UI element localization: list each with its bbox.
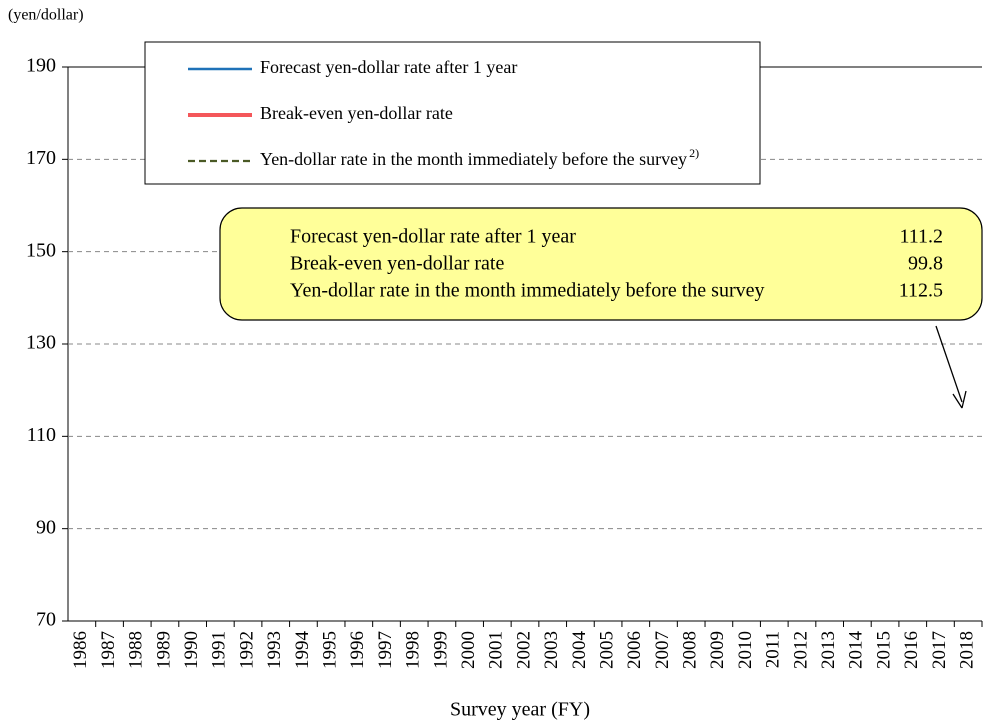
y-axis-label: (yen/dollar) [8, 7, 84, 24]
callout-value: 111.2 [899, 226, 943, 248]
x-tick-label: 1998 [403, 631, 424, 669]
x-tick-label: 1993 [264, 631, 285, 669]
x-axis-label: Survey year (FY) [450, 699, 590, 721]
x-tick-label: 2008 [680, 631, 701, 669]
legend-label: Yen-dollar rate in the month immediately… [260, 149, 687, 169]
x-tick-label: 2005 [596, 631, 617, 669]
callout-label: Forecast yen-dollar rate after 1 year [290, 226, 576, 248]
x-tick-label: 2004 [569, 631, 590, 670]
x-tick-label: 2010 [735, 631, 756, 669]
callout-label: Yen-dollar rate in the month immediately… [290, 280, 765, 302]
x-tick-label: 1997 [375, 631, 396, 669]
x-tick-label: 2012 [790, 631, 811, 669]
x-tick-label: 1992 [236, 631, 257, 669]
x-tick-label: 1999 [430, 631, 451, 669]
x-tick-label: 2014 [846, 631, 867, 670]
x-tick-label: 2018 [957, 631, 978, 669]
x-tick-label: 2009 [707, 631, 728, 669]
x-tick-label: 1991 [209, 631, 230, 669]
x-tick-label: 1995 [319, 631, 340, 669]
x-tick-label: 1990 [181, 631, 202, 669]
x-tick-label: 2015 [873, 631, 894, 669]
x-tick-label: 1986 [70, 631, 91, 669]
callout-box [219, 207, 983, 321]
y-tick-label: 90 [36, 516, 56, 538]
y-tick-label: 170 [26, 147, 56, 169]
callout-label: Break-even yen-dollar rate [290, 253, 504, 275]
x-tick-label: 2006 [624, 631, 645, 669]
x-tick-label: 1989 [153, 631, 174, 669]
callout-arrow [935, 325, 963, 403]
x-tick-label: 1996 [347, 631, 368, 669]
callout-value: 112.5 [899, 280, 943, 302]
x-tick-label: 1987 [98, 631, 119, 669]
x-tick-label: 2002 [513, 631, 534, 669]
x-tick-label: 2007 [652, 631, 673, 669]
x-tick-label: 2011 [763, 631, 784, 668]
x-tick-label: 2016 [901, 631, 922, 669]
y-tick-label: 110 [27, 424, 56, 446]
legend-footnote: 2) [689, 146, 699, 160]
legend-label: Forecast yen-dollar rate after 1 year [260, 57, 517, 77]
x-tick-label: 2017 [929, 631, 950, 669]
y-tick-label: 150 [26, 239, 56, 261]
x-tick-label: 2003 [541, 631, 562, 669]
legend-label: Break-even yen-dollar rate [260, 103, 453, 123]
x-tick-label: 2013 [818, 631, 839, 669]
y-tick-label: 190 [26, 55, 56, 77]
x-tick-label: 1988 [126, 631, 147, 669]
y-tick-label: 130 [26, 332, 56, 354]
callout-value: 99.8 [908, 253, 943, 275]
x-tick-label: 1994 [292, 631, 313, 670]
y-tick-label: 70 [36, 609, 56, 631]
x-tick-label: 2000 [458, 631, 479, 669]
arrow-head [952, 390, 967, 409]
x-tick-label: 2001 [486, 631, 507, 669]
